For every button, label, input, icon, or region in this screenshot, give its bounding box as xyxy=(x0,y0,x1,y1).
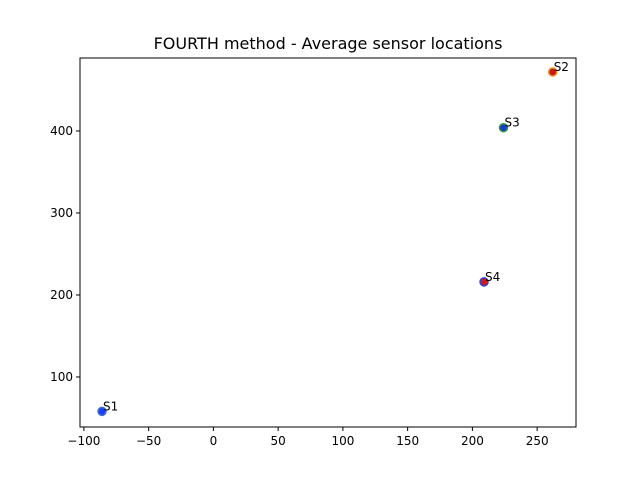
x-tick-label: 150 xyxy=(396,434,419,448)
point-marker-s2 xyxy=(547,67,558,77)
x-tick-label: 200 xyxy=(461,434,484,448)
point-label-s3: S3 xyxy=(504,116,519,130)
point-marker-s1 xyxy=(97,406,107,417)
point-label-s4: S4 xyxy=(485,270,500,284)
x-tick-label: 50 xyxy=(271,434,286,448)
x-axis: −100 −50 0 50 100 150 200 250 xyxy=(67,427,549,448)
x-tick-label: −50 xyxy=(136,434,161,448)
data-points: S1 S2 S3 S4 xyxy=(97,60,569,417)
point-marker-s4 xyxy=(479,277,489,287)
x-tick-label: 100 xyxy=(331,434,354,448)
chart-title: FOURTH method - Average sensor locations xyxy=(154,34,503,53)
y-axis: 100 200 300 400 xyxy=(50,124,80,384)
y-tick-label: 200 xyxy=(50,288,73,302)
y-tick-label: 300 xyxy=(50,206,73,220)
plot-area xyxy=(79,57,577,428)
point-marker-s3 xyxy=(498,122,509,133)
point-label-s1: S1 xyxy=(103,399,118,413)
x-tick-label: 0 xyxy=(210,434,218,448)
x-tick-label: −100 xyxy=(67,434,100,448)
y-tick-label: 400 xyxy=(50,124,73,138)
y-tick-label: 100 xyxy=(50,370,73,384)
point-label-s2: S2 xyxy=(554,60,569,74)
x-tick-label: 250 xyxy=(526,434,549,448)
